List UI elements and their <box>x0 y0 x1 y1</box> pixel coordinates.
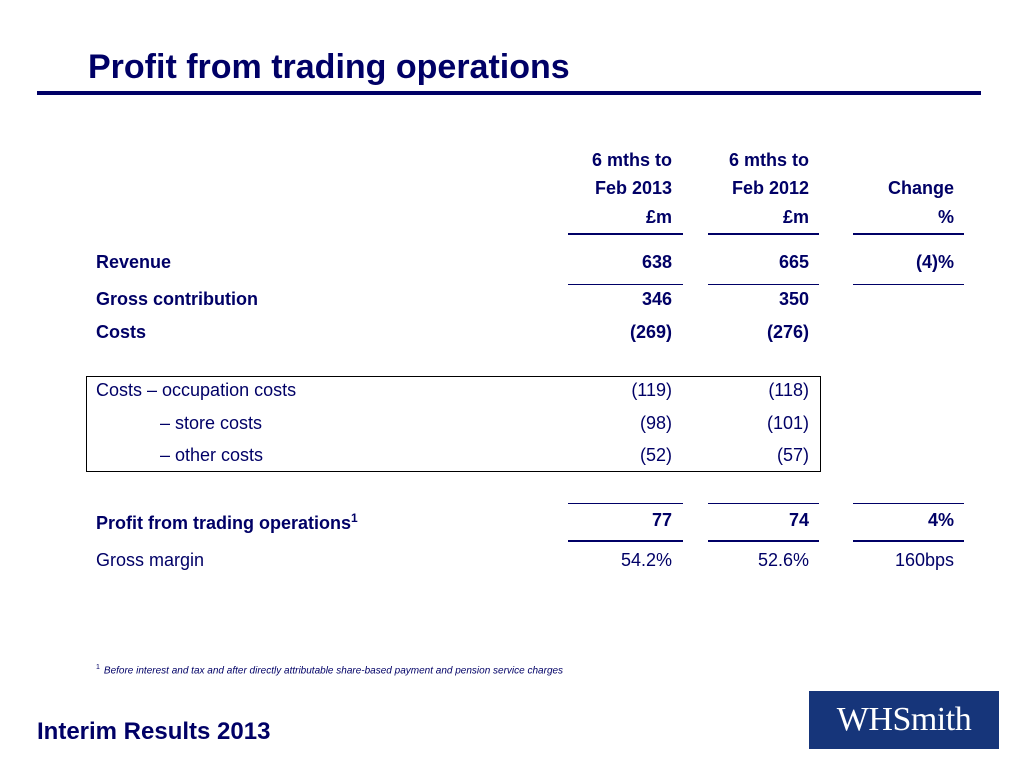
profit-bottom-rule-col3 <box>853 540 964 542</box>
gross-margin-2012: 52.6% <box>757 550 809 570</box>
costs-2012: (276) <box>766 322 809 342</box>
gross-margin-2013: 54.2% <box>620 550 672 570</box>
gross-contribution-2013: 346 <box>641 289 672 309</box>
revenue-2013: 638 <box>641 252 672 272</box>
profit-top-rule-col3 <box>853 503 964 504</box>
gross-margin-label: Gross margin <box>96 550 205 570</box>
revenue-rule-col2 <box>708 284 819 285</box>
profit-2012: 74 <box>788 510 809 530</box>
store-costs-2013: (98) <box>639 413 672 433</box>
col2-header-line2: Feb 2012 <box>731 178 809 198</box>
store-costs-label: – store costs <box>160 413 263 433</box>
footer-title: Interim Results 2013 <box>37 718 271 745</box>
whsmith-logo: WHSmith <box>809 691 999 749</box>
col1-header-unit: £m <box>645 207 672 227</box>
profit-bottom-rule-col1 <box>568 540 683 542</box>
header-rule-col2 <box>708 233 819 235</box>
gross-contribution-label: Gross contribution <box>96 289 258 309</box>
profit-top-rule-col2 <box>708 503 819 504</box>
other-costs-2013: (52) <box>639 445 672 465</box>
page-title: Profit from trading operations <box>88 48 570 86</box>
occupation-costs-2013: (119) <box>631 380 672 400</box>
header-rule-col1 <box>568 233 683 235</box>
profit-2013: 77 <box>651 510 672 530</box>
header-rule-col3 <box>853 233 964 235</box>
gross-contribution-2012: 350 <box>778 289 809 309</box>
profit-change: 4% <box>927 510 954 530</box>
col1-header-line1: 6 mths to <box>591 150 672 170</box>
col2-header-unit: £m <box>782 207 809 227</box>
cost-breakdown-box <box>86 376 821 472</box>
revenue-label: Revenue <box>96 252 172 272</box>
occupation-costs-2012: (118) <box>768 380 809 400</box>
revenue-2012: 665 <box>778 252 809 272</box>
revenue-rule-col1 <box>568 284 683 285</box>
costs-2013: (269) <box>629 322 672 342</box>
profit-label: Profit from trading operations1 <box>96 512 358 534</box>
col2-header-line1: 6 mths to <box>728 150 809 170</box>
revenue-rule-col3 <box>853 284 964 285</box>
store-costs-2012: (101) <box>766 413 809 433</box>
revenue-change: (4)% <box>915 252 954 272</box>
col3-header-unit: % <box>937 207 954 227</box>
profit-bottom-rule-col2 <box>708 540 819 542</box>
other-costs-2012: (57) <box>776 445 809 465</box>
col3-header-line2: Change <box>887 178 954 198</box>
col1-header-line2: Feb 2013 <box>594 178 672 198</box>
footnote-marker: 1 <box>96 664 100 671</box>
costs-label: Costs <box>96 322 147 342</box>
footnote-text: Before interest and tax and after direct… <box>103 665 564 677</box>
profit-footnote-marker: 1 <box>351 511 358 525</box>
profit-label-text: Profit from trading operations <box>96 513 352 533</box>
title-underline <box>37 91 981 95</box>
occupation-costs-label: Costs – occupation costs <box>96 380 297 400</box>
profit-top-rule-col1 <box>568 503 683 504</box>
other-costs-label: – other costs <box>160 445 264 465</box>
gross-margin-change: 160bps <box>894 550 954 570</box>
footnote: 1 Before interest and tax and after direc… <box>96 664 563 676</box>
